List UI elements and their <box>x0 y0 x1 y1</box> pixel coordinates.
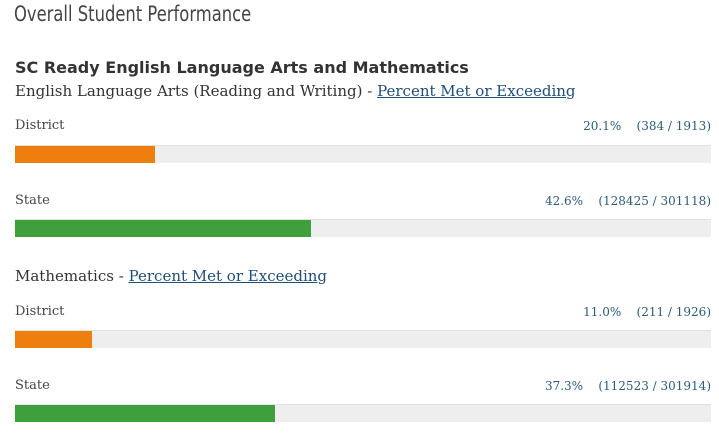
row-stats-ela-state: 42.6% (128425 / 301118) <box>545 194 711 208</box>
subject-heading-math: Mathematics - Percent Met or Exceeding <box>15 267 327 285</box>
progress-bar-math-state <box>15 404 711 422</box>
row-label-ela-state: State <box>15 193 50 208</box>
row-stats-math-state: 37.3% (112523 / 301914) <box>545 379 711 393</box>
count-value: (128425 / 301118) <box>598 194 711 208</box>
percent-value: 11.0% <box>583 305 622 319</box>
progress-bar-math-district <box>15 330 711 348</box>
percent-value: 42.6% <box>544 194 584 208</box>
row-label-ela-district: District <box>15 118 65 133</box>
page-title: Overall Student Performance <box>14 2 252 26</box>
row-label-math-district: District <box>15 304 65 319</box>
progress-bar-ela-district <box>15 145 711 163</box>
section-heading: SC Ready English Language Arts and Mathe… <box>15 58 469 77</box>
progress-fill <box>15 220 312 237</box>
percent-met-link-ela[interactable]: Percent Met or Exceeding <box>377 82 576 100</box>
percent-met-link-math[interactable]: Percent Met or Exceeding <box>128 267 328 285</box>
row-stats-math-district: 11.0% (211 / 1926) <box>583 305 711 319</box>
percent-value: 37.3% <box>544 379 584 393</box>
progress-fill <box>15 405 275 422</box>
count-value: (384 / 1913) <box>636 119 711 133</box>
progress-fill <box>15 331 92 348</box>
subject-heading-ela: English Language Arts (Reading and Writi… <box>15 82 576 100</box>
subject-separator: - <box>113 267 129 285</box>
row-stats-ela-district: 20.1% (384 / 1913) <box>583 119 711 133</box>
row-label-math-state: State <box>15 378 50 393</box>
count-value: (112523 / 301914) <box>598 379 711 393</box>
subject-name: Mathematics <box>15 267 114 285</box>
percent-value: 20.1% <box>583 119 622 133</box>
progress-bar-ela-state <box>15 219 711 237</box>
count-value: (211 / 1926) <box>636 305 711 319</box>
subject-name: English Language Arts (Reading and Writi… <box>15 82 363 100</box>
progress-fill <box>15 146 155 163</box>
subject-separator: - <box>362 82 378 100</box>
